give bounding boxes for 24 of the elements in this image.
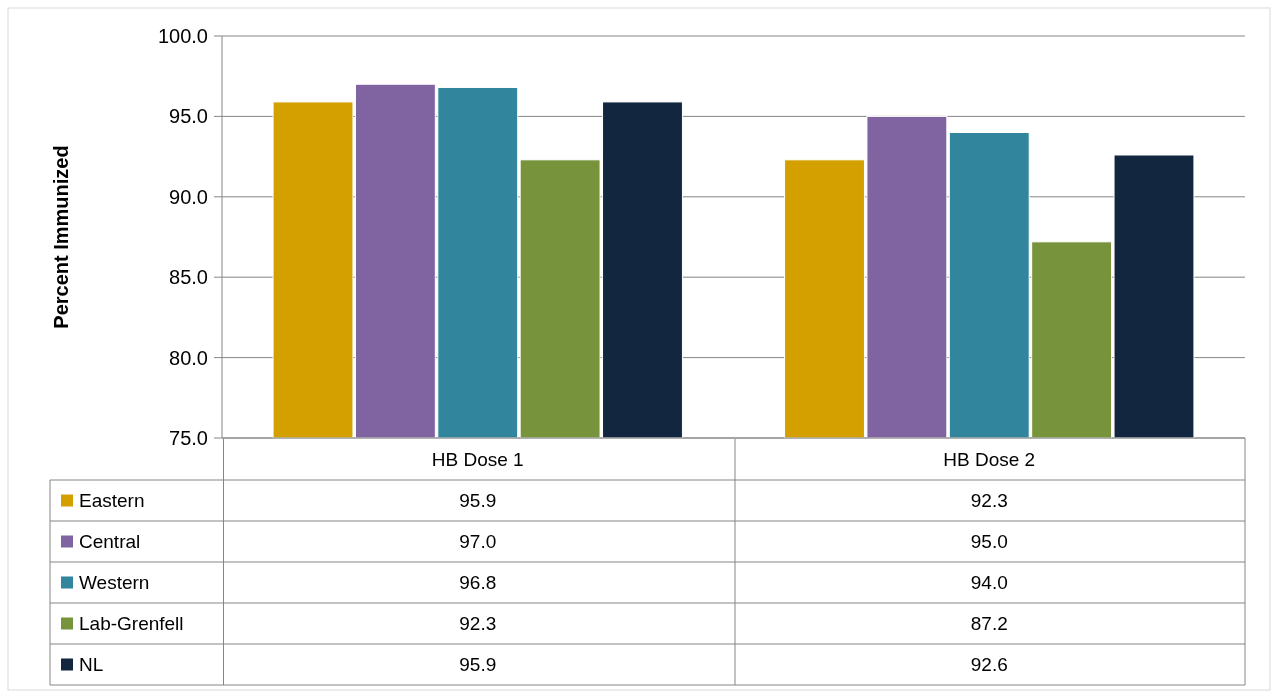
data-label: 95.9 [459,490,497,512]
data-label: 92.6 [970,654,1008,676]
legend-label: Central [79,531,141,553]
data-label: 96.8 [459,572,497,594]
data-label: 94.0 [970,572,1008,594]
y-tick-label: 95.0 [169,105,208,128]
data-label: 92.3 [459,613,497,635]
legend-label: Lab-Grenfell [79,613,184,635]
data-label: 87.2 [970,613,1008,635]
y-tick-label: 100.0 [157,25,208,47]
y-tick-label: 85.0 [169,266,208,289]
legend-label: Western [79,572,150,594]
y-axis-title: Percent Immunized [50,145,72,329]
x-tick-label: HB Dose 2 [943,448,1036,470]
data-label: 95.9 [459,654,497,676]
data-label: 95.0 [970,531,1008,553]
x-tick-label: HB Dose 1 [431,448,524,470]
data-label: 97.0 [459,531,497,553]
data-label: 92.3 [970,490,1008,512]
legend-label: Eastern [79,490,145,512]
y-tick-label: 80.0 [169,346,208,369]
y-tick-label: 90.0 [169,185,208,208]
y-tick-label: 75.0 [169,427,208,449]
legend-label: NL [79,654,104,676]
